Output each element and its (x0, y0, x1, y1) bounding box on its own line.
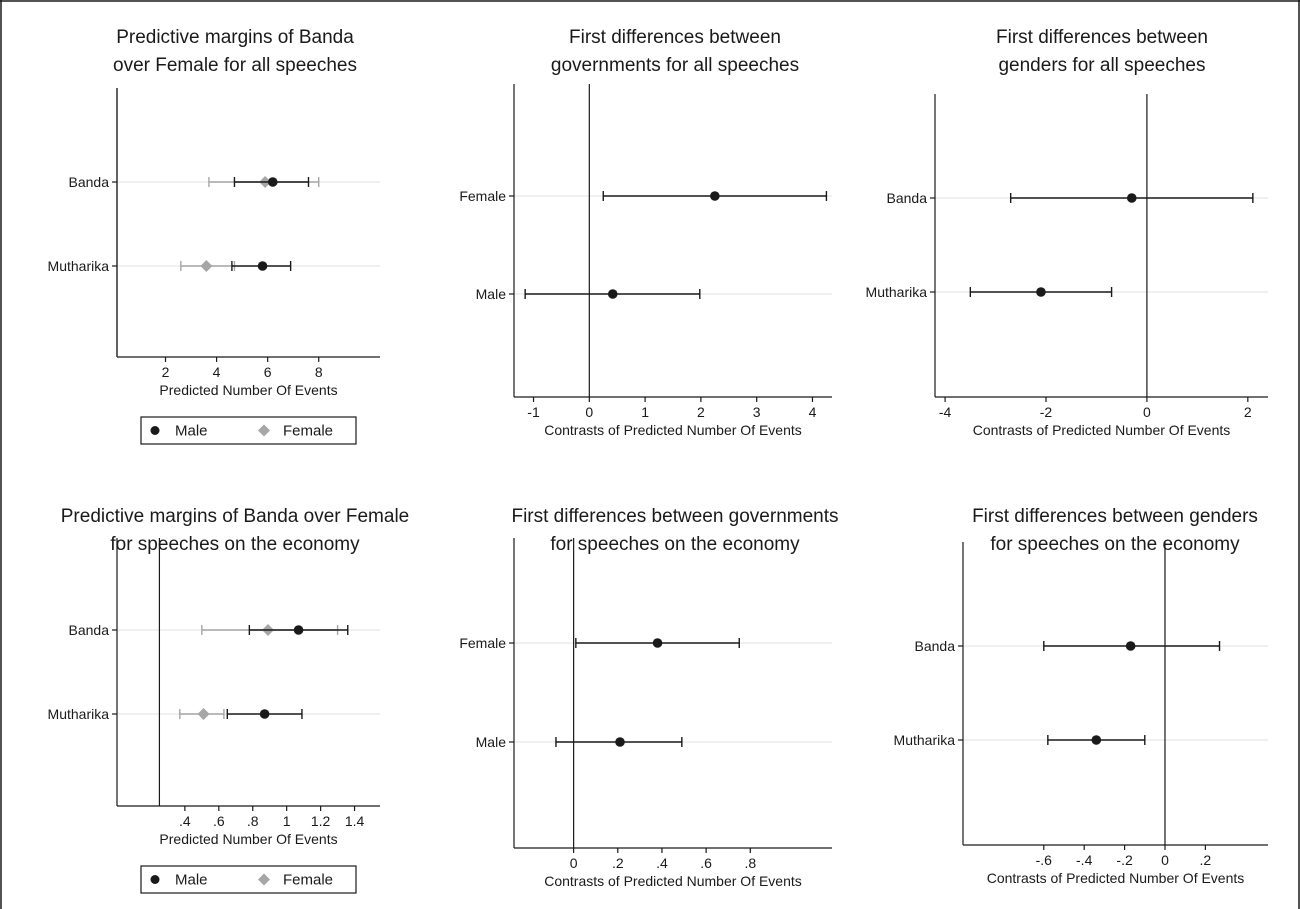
x-tick-label: 2 (162, 364, 170, 380)
legend-box (140, 865, 357, 894)
x-tick-label: .4 (656, 855, 668, 871)
y-category-label: Female (459, 635, 506, 651)
chart-title-line: genders for all speeches (998, 55, 1205, 76)
data-point-male (293, 625, 304, 635)
chart-panel-1: Predictive margins of Banda over Female f… (48, 27, 380, 445)
y-category-label: Mutharika (894, 732, 956, 748)
chart-title-line: for speeches on the economy (110, 534, 360, 555)
chart-title-line: First differences between governments (511, 506, 838, 527)
data-point-male (607, 289, 618, 299)
data-point-male (710, 191, 720, 201)
chart-title-line: First differences between genders (972, 506, 1258, 527)
legend-label-male: Male (175, 872, 208, 889)
x-tick-label: -.6 (1036, 852, 1053, 868)
x-tick-label: 0 (1161, 852, 1169, 868)
y-category-label: Mutharika (866, 284, 928, 300)
x-tick-label: 0 (1143, 404, 1151, 420)
x-tick-label: .2 (1200, 852, 1212, 868)
chart-panel-4: Predictive margins of Banda over Female f… (48, 506, 410, 894)
y-category-label: Female (459, 188, 506, 204)
y-category-label: Mutharika (48, 258, 110, 274)
x-tick-label: 4 (809, 404, 817, 420)
legend-label-female: Female (283, 872, 333, 889)
data-point-male (1126, 193, 1137, 203)
legend-label-female: Female (283, 423, 333, 440)
legend-label-male: Male (175, 423, 208, 440)
x-tick-label: 4 (213, 364, 221, 380)
chart-panel-5: First differences between governments for… (459, 506, 838, 889)
x-tick-label: 6 (264, 364, 272, 380)
legend-marker-female (258, 424, 270, 437)
y-category-label: Banda (887, 190, 928, 206)
data-point-male (257, 261, 268, 271)
legend-box (140, 416, 357, 445)
x-tick-label: -.2 (1116, 852, 1133, 868)
x-tick-label: 1.4 (345, 813, 365, 829)
chart-title-line: over Female for all speeches (113, 55, 357, 76)
y-category-label: Mutharika (48, 706, 110, 722)
legend: Male Female (140, 865, 357, 894)
x-axis-label: Contrasts of Predicted Number Of Events (973, 422, 1231, 438)
y-category-label: Male (476, 286, 507, 302)
data-point-male (267, 177, 278, 187)
x-tick-label: -.4 (1076, 852, 1093, 868)
y-category-label: Banda (69, 622, 110, 638)
chart-panel-6: First differences between genders for spe… (894, 506, 1268, 886)
x-tick-label: .6 (213, 813, 225, 829)
x-axis-label: Predicted Number Of Events (159, 382, 337, 398)
x-axis-label: Contrasts of Predicted Number Of Events (544, 422, 802, 438)
data-point-male (615, 737, 625, 747)
legend-marker-female (258, 873, 270, 886)
x-tick-label: .4 (179, 813, 191, 829)
chart-panel-3: First differences between genders for all… (866, 27, 1268, 438)
chart-title-line: First differences between (569, 27, 781, 48)
legend-marker-male (150, 875, 160, 884)
x-tick-label: .6 (700, 855, 712, 871)
x-tick-label: 8 (315, 364, 323, 380)
x-tick-label: -2 (1040, 404, 1053, 420)
legend-marker-male (150, 426, 160, 435)
chart-title-line: for speeches on the economy (990, 534, 1240, 555)
x-tick-label: 0 (570, 855, 578, 871)
x-axis-label: Contrasts of Predicted Number Of Events (544, 873, 802, 889)
y-category-label: Male (476, 734, 507, 750)
data-point-male (259, 709, 270, 719)
x-tick-label: .8 (247, 813, 259, 829)
x-tick-label: 1 (283, 813, 291, 829)
x-tick-label: 0 (585, 404, 593, 420)
x-tick-label: .8 (744, 855, 756, 871)
x-tick-label: -1 (527, 404, 540, 420)
x-tick-label: -4 (939, 404, 952, 420)
data-point-female (200, 260, 213, 272)
data-point-male (652, 638, 663, 648)
data-point-female (197, 708, 210, 720)
x-tick-label: 2 (1244, 404, 1252, 420)
data-point-male (1125, 641, 1136, 651)
x-axis-label: Contrasts of Predicted Number Of Events (987, 870, 1245, 886)
data-point-male (1091, 735, 1102, 745)
x-tick-label: 2 (697, 404, 705, 420)
chart-title-line: governments for all speeches (551, 55, 799, 76)
chart-panel-2: First differences between governments for… (459, 27, 832, 438)
chart-title-line: for speeches on the economy (550, 534, 800, 555)
x-tick-label: 1.2 (311, 813, 331, 829)
chart-title-line: Predictive margins of Banda (116, 27, 354, 48)
x-tick-label: 3 (753, 404, 761, 420)
y-category-label: Banda (69, 174, 110, 190)
y-category-label: Banda (915, 638, 956, 654)
chart-title-line: First differences between (996, 27, 1208, 48)
x-tick-label: .2 (612, 855, 624, 871)
x-tick-label: 1 (641, 404, 649, 420)
x-axis-label: Predicted Number Of Events (159, 831, 337, 847)
data-point-male (1036, 287, 1046, 297)
chart-title-line: Predictive margins of Banda over Female (61, 506, 410, 527)
legend: Male Female (140, 416, 357, 445)
